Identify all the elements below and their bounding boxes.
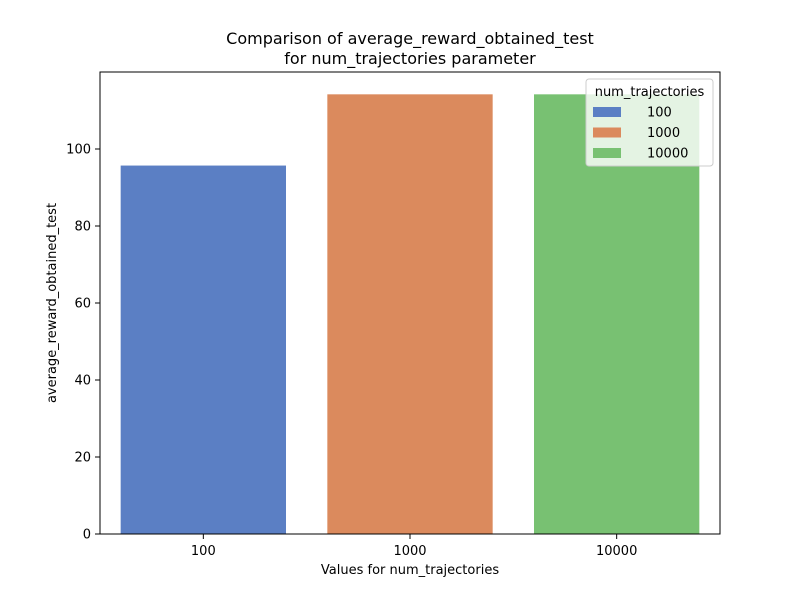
x-axis-label: Values for num_trajectories: [321, 563, 499, 578]
y-tick-label-100: 100: [66, 143, 91, 158]
chart-title-line-2: for num_trajectories parameter: [284, 49, 536, 69]
x-tick-label-10000: 10000: [596, 544, 637, 559]
plot-frame: [99, 71, 721, 535]
legend-title: num_trajectories: [595, 85, 705, 100]
bar-1000: [327, 94, 493, 534]
legend-label-10000: 10000: [647, 147, 688, 162]
legend: num_trajectories 100 1000 10000: [585, 78, 714, 167]
y-tick-label-80: 80: [74, 220, 91, 235]
bar-10000: [534, 94, 700, 534]
y-tick-label-0: 0: [83, 528, 91, 543]
legend-label-100: 100: [647, 106, 672, 121]
y-tick-label-60: 60: [74, 297, 91, 312]
y-axis-ticks: 0 20 40 60 80 100: [66, 143, 100, 543]
legend-box: [585, 78, 714, 167]
y-axis-label: average_reward_obtained_test: [45, 203, 60, 403]
legend-label-1000: 1000: [647, 126, 680, 141]
bar-100: [120, 165, 287, 534]
chart-title-line-1: Comparison of average_reward_obtained_te…: [226, 29, 594, 49]
x-axis-ticks: 100 1000 10000: [191, 534, 637, 559]
legend-swatch-10000: [593, 148, 621, 158]
x-tick-label-1000: 1000: [393, 544, 426, 559]
legend-swatch-1000: [593, 127, 621, 138]
bars-group: [120, 94, 700, 534]
y-tick-label-40: 40: [74, 374, 91, 389]
legend-swatch-100: [593, 107, 621, 117]
x-tick-label-100: 100: [191, 544, 216, 559]
y-tick-label-20: 20: [74, 451, 91, 466]
